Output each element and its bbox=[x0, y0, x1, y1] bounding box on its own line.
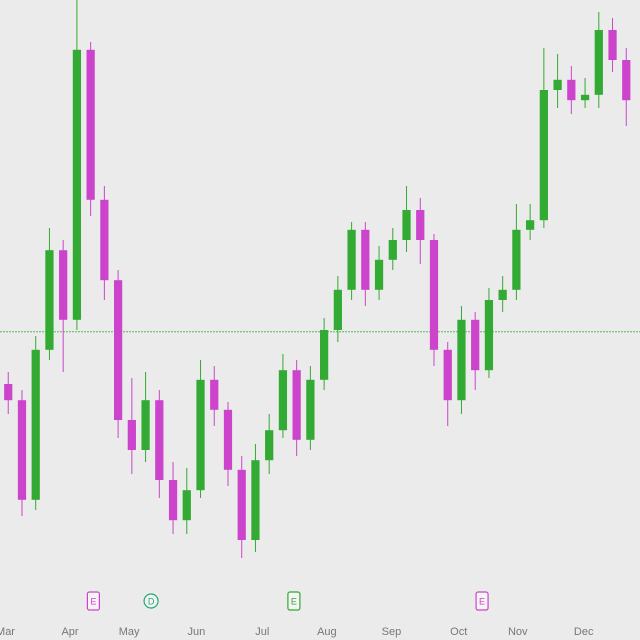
candle-body bbox=[457, 319, 466, 401]
candle-body bbox=[347, 229, 356, 290]
event-badge bbox=[143, 593, 159, 609]
event-badge bbox=[287, 591, 301, 611]
candle-body bbox=[237, 469, 246, 540]
candle-body bbox=[429, 240, 439, 350]
candle-body bbox=[210, 379, 219, 410]
candle-body bbox=[31, 349, 40, 500]
x-tick-label: Jul bbox=[255, 626, 269, 638]
candle-body bbox=[512, 229, 521, 290]
candle-body bbox=[59, 250, 68, 320]
event-badge bbox=[86, 591, 100, 611]
event-label: D bbox=[148, 596, 155, 606]
event-label: E bbox=[479, 596, 485, 606]
candle-body bbox=[196, 379, 205, 491]
x-tick-label: May bbox=[119, 626, 140, 638]
candle-body bbox=[539, 90, 548, 221]
candle-body bbox=[526, 220, 535, 230]
candle-body bbox=[86, 49, 95, 200]
candle-body bbox=[580, 94, 590, 101]
candle-body bbox=[374, 259, 384, 290]
candle-body bbox=[72, 49, 82, 320]
x-tick-label: Mar bbox=[0, 626, 15, 638]
x-tick-label: Apr bbox=[61, 626, 78, 638]
event-label: E bbox=[90, 596, 96, 606]
candle-body bbox=[265, 430, 274, 461]
x-tick-label: Aug bbox=[317, 626, 337, 638]
candle-body bbox=[278, 370, 288, 431]
x-tick-label: Oct bbox=[450, 626, 467, 638]
candle-body bbox=[594, 30, 603, 95]
candle-body bbox=[251, 460, 260, 540]
candle-body bbox=[471, 319, 480, 371]
candle-body bbox=[416, 210, 425, 240]
candle-body bbox=[608, 30, 617, 60]
candle-body bbox=[4, 384, 13, 401]
candle-body bbox=[100, 199, 109, 281]
x-tick-label: Jun bbox=[188, 626, 206, 638]
candle-body bbox=[567, 79, 576, 101]
candle-body bbox=[155, 400, 164, 480]
candle-body bbox=[553, 79, 562, 90]
candle-body bbox=[443, 349, 452, 401]
candle-body bbox=[45, 250, 54, 350]
candle-body bbox=[361, 229, 370, 290]
candle-body bbox=[388, 240, 397, 260]
candle-body bbox=[223, 409, 233, 470]
x-tick-label: Nov bbox=[508, 626, 528, 638]
candle-body bbox=[402, 210, 411, 240]
x-tick-label: Sep bbox=[382, 626, 402, 638]
candle-body bbox=[484, 300, 494, 371]
event-label: E bbox=[291, 596, 297, 606]
candle-body bbox=[320, 330, 329, 380]
x-tick-label: Dec bbox=[574, 626, 594, 638]
candle-body bbox=[333, 289, 342, 330]
candle-body bbox=[306, 379, 315, 440]
candle-body bbox=[498, 289, 507, 300]
candle-body bbox=[182, 490, 191, 521]
candle-body bbox=[292, 370, 301, 440]
candle-body bbox=[622, 60, 631, 101]
candle-body bbox=[113, 280, 123, 420]
candle-body bbox=[168, 480, 178, 521]
candle-body bbox=[127, 420, 136, 450]
event-badge bbox=[475, 591, 489, 611]
candle-body bbox=[17, 400, 27, 500]
candle-body bbox=[141, 400, 150, 450]
